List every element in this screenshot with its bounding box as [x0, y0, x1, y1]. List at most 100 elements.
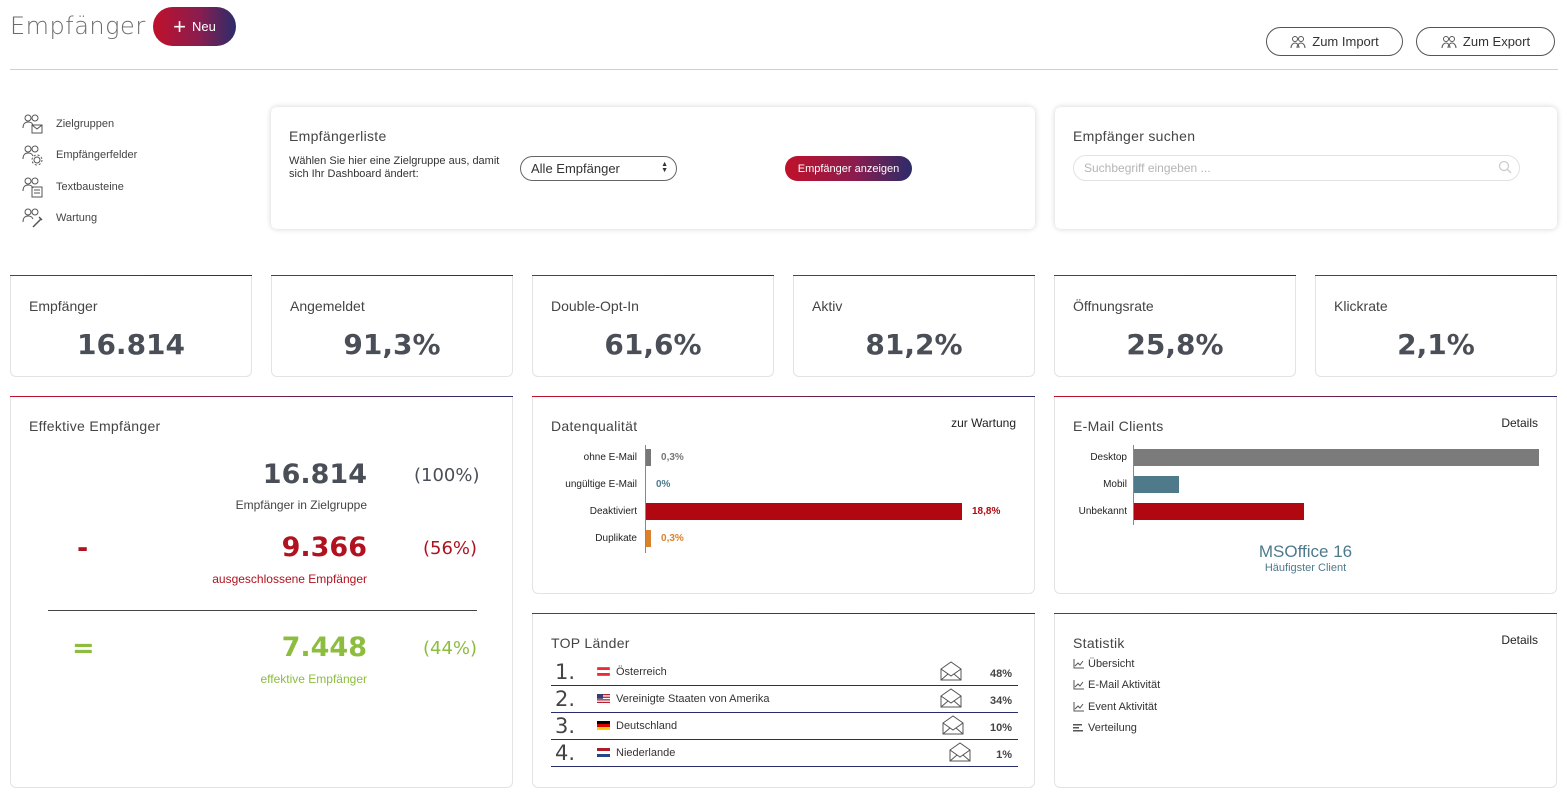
minus-sign: - [77, 533, 89, 564]
email-clients-card: E-Mail Clients Details Desktop Mobil Unbek… [1054, 396, 1557, 594]
sum-divider [48, 610, 477, 611]
select-arrows-icon: ▲ ▼ [661, 161, 668, 174]
line-chart-icon [1073, 680, 1084, 690]
recipient-list-hint: Wählen Sie hier eine Zielgruppe aus, dam… [289, 155, 500, 180]
statistics-title: Statistik [1073, 635, 1125, 651]
kpi-label: Empfänger [29, 298, 98, 314]
open-mail-icon [942, 715, 964, 735]
country-rank: 1. [555, 660, 576, 684]
maintenance-link[interactable]: zur Wartung [951, 416, 1016, 430]
effective-recipients-card: Effektive Empfänger 16.814 (100%) Empfän… [10, 396, 513, 788]
statistics-card: Statistik Details Übersicht E-Mail Aktiv… [1054, 613, 1557, 788]
open-mail-icon [940, 688, 962, 708]
kpi-value: 61,6% [604, 328, 702, 361]
country-name: Deutschland [616, 720, 678, 732]
client-bar [1134, 503, 1305, 520]
sidebar: Zielgruppen Empfängerfelder Textbaustein… [22, 108, 137, 234]
client-bar-label: Mobil [1103, 479, 1127, 490]
kpi-label: Klickrate [1334, 298, 1388, 314]
stat-link-email-aktivitaet[interactable]: E-Mail Aktivität [1073, 679, 1160, 691]
users-icon [1290, 35, 1306, 48]
statistics-details-link[interactable]: Details [1501, 633, 1538, 647]
kpi-card-oeffnungsrate: Öffnungsrate 25,8% [1054, 275, 1296, 377]
open-mail-icon [949, 742, 971, 762]
flag-netherlands-icon [597, 748, 610, 757]
email-clients-title: E-Mail Clients [1073, 418, 1164, 434]
users-doc-icon [22, 177, 43, 198]
top-client-name: MSOffice 16 [1258, 542, 1353, 561]
target-group-selected: Alle Empfänger [531, 161, 620, 176]
sidebar-item-empfaengerfelder[interactable]: Empfängerfelder [22, 140, 137, 172]
export-button-label: Zum Export [1462, 34, 1531, 49]
users-mail-icon [22, 114, 43, 134]
email-clients-details-link[interactable]: Details [1501, 416, 1538, 430]
new-button[interactable]: + Neu [153, 7, 236, 46]
stat-link-verteilung[interactable]: Verteilung [1073, 722, 1137, 734]
country-name: Niederlande [616, 747, 676, 759]
sidebar-item-label: Wartung [56, 212, 98, 225]
search-input[interactable] [1073, 155, 1520, 181]
target-group-select[interactable]: Alle Empfänger ▲ ▼ [520, 156, 677, 181]
users-wrench-icon [22, 208, 43, 228]
show-recipients-button[interactable]: Empfänger anzeigen [785, 156, 912, 181]
quality-bar-label: Duplikate [595, 533, 637, 544]
import-button[interactable]: Zum Import [1266, 27, 1403, 56]
country-rank: 3. [555, 714, 576, 738]
top-client-label: Häufigster Client [1264, 562, 1347, 574]
stat-link-label: Übersicht [1088, 658, 1135, 670]
quality-bar-value: 0% [656, 479, 671, 490]
country-pct: 1% [996, 749, 1012, 761]
quality-bar-value: 0,3% [661, 452, 684, 463]
country-name: Österreich [616, 666, 667, 678]
effective-recipients-value: 7.448 [281, 632, 367, 663]
flag-germany-icon [597, 721, 610, 730]
sidebar-item-label: Textbausteine [56, 180, 124, 193]
quality-bar-label: ohne E-Mail [583, 452, 637, 463]
country-row: 4. Niederlande 1% [551, 740, 1018, 767]
country-pct: 48% [989, 668, 1012, 680]
client-bar-label: Unbekannt [1078, 506, 1127, 517]
country-pct: 10% [989, 722, 1012, 734]
quality-bar-label: ungültige E-Mail [565, 479, 637, 490]
kpi-value: 91,3% [343, 328, 441, 361]
kpi-label: Öffnungsrate [1073, 298, 1154, 314]
client-bar [1134, 476, 1179, 493]
kpi-label: Double-Opt-In [551, 298, 639, 314]
quality-bar-value: 18,8% [972, 506, 1001, 517]
search-icon[interactable] [1498, 160, 1512, 174]
excluded-recipients-value: 9.366 [281, 532, 367, 563]
export-button[interactable]: Zum Export [1416, 27, 1555, 56]
plus-icon: + [173, 13, 186, 39]
quality-bar [646, 449, 652, 466]
stat-link-label: Event Aktivität [1088, 701, 1158, 713]
quality-axis [645, 445, 646, 553]
country-row: 2. Vereinigte Staaten von Amerika 34% [551, 686, 1018, 713]
sidebar-item-textbausteine[interactable]: Textbausteine [22, 171, 137, 203]
equals-sign: = [72, 633, 95, 664]
sidebar-item-zielgruppen[interactable]: Zielgruppen [22, 108, 137, 140]
kpi-value: 81,2% [865, 328, 963, 361]
import-button-label: Zum Import [1312, 34, 1379, 49]
country-row: 1. Österreich 48% [551, 659, 1018, 686]
kpi-value: 2,1% [1397, 328, 1475, 361]
line-chart-icon [1073, 702, 1084, 712]
kpi-value: 16.814 [76, 328, 186, 361]
quality-bar-label: Deaktiviert [589, 506, 637, 517]
sidebar-item-wartung[interactable]: Wartung [22, 203, 137, 235]
excluded-recipients-pct: (56%) [423, 538, 478, 559]
country-row: 3. Deutschland 10% [551, 713, 1018, 740]
recipient-list-title: Empfängerliste [289, 128, 387, 144]
stat-link-event-aktivitaet[interactable]: Event Aktivität [1073, 701, 1157, 713]
top-countries-title: TOP Länder [551, 635, 630, 651]
users-icon [1441, 35, 1457, 48]
sidebar-item-label: Empfängerfelder [56, 149, 138, 162]
page-title: Empfänger [10, 12, 146, 40]
kpi-card-klickrate: Klickrate 2,1% [1315, 275, 1557, 377]
country-rank: 4. [555, 741, 576, 765]
total-recipients-value: 16.814 [262, 459, 367, 490]
stat-link-uebersicht[interactable]: Übersicht [1073, 658, 1134, 670]
total-recipients-label: Empfänger in Zielgruppe [235, 498, 367, 512]
quality-bar [646, 503, 962, 520]
kpi-card-double-opt-in: Double-Opt-In 61,6% [532, 275, 774, 377]
kpi-value: 25,8% [1126, 328, 1224, 361]
